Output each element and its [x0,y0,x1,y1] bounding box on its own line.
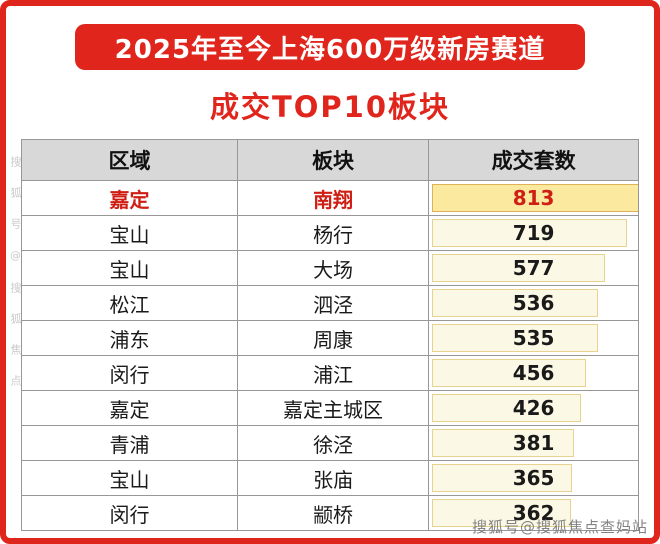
table-row: 嘉定 嘉定主城区 426 [21,390,639,426]
count-bar [432,359,587,387]
region-cell: 松江 [21,285,238,321]
plate-cell: 杨行 [236,215,430,251]
count-value: 536 [512,291,555,315]
count-value: 426 [512,396,555,420]
plate-cell: 徐泾 [236,425,430,461]
count-bar [432,324,599,352]
count-value: 365 [512,466,555,490]
header-plate: 板块 [236,139,430,181]
plate-cell: 大场 [236,250,430,286]
plate-cell: 周康 [236,320,430,356]
banner-title: 2025年至今上海600万级新房赛道 [114,34,546,65]
count-value: 535 [512,326,555,350]
page-title: 成交TOP10板块 [209,90,451,124]
region-cell: 嘉定 [21,180,238,216]
plate-cell: 泗泾 [236,285,430,321]
region-cell: 宝山 [21,250,238,286]
count-bar [432,464,572,492]
plate-cell: 颛桥 [236,495,430,531]
table-row: 嘉定 南翔 813 [21,180,639,216]
plate-cell: 张庙 [236,460,430,496]
count-cell: 381 [428,425,639,461]
table-row: 宝山 张庙 365 [21,460,639,496]
count-value: 813 [512,186,555,210]
header-region: 区域 [21,139,238,181]
count-value: 577 [512,256,555,280]
count-value: 381 [512,431,555,455]
table-row: 闵行 浦江 456 [21,355,639,391]
count-cell: 456 [428,355,639,391]
count-value: 719 [512,221,555,245]
count-cell: 426 [428,390,639,426]
count-cell: 535 [428,320,639,356]
count-bar [432,219,627,247]
count-bar [432,254,605,282]
count-bar [432,289,599,317]
region-cell: 宝山 [21,460,238,496]
count-cell: 577 [428,250,639,286]
table-row: 宝山 大场 577 [21,250,639,286]
count-bar [432,394,582,422]
count-value: 362 [512,501,555,525]
count-cell: 536 [428,285,639,321]
count-cell: 719 [428,215,639,251]
count-cell: 813 [428,180,639,216]
plate-cell: 嘉定主城区 [236,390,430,426]
count-value: 456 [512,361,555,385]
count-bar [432,499,572,527]
table-header: 区域 板块 成交套数 [21,139,639,181]
table-row: 青浦 徐泾 381 [21,425,639,461]
region-cell: 浦东 [21,320,238,356]
table-row: 闵行 颛桥 362 [21,495,639,531]
table-header-row: 区域 板块 成交套数 [21,139,639,181]
plate-cell: 浦江 [236,355,430,391]
count-bar [432,429,575,457]
region-cell: 青浦 [21,425,238,461]
region-cell: 宝山 [21,215,238,251]
table-body: 嘉定 南翔 813 宝山 杨行 719 宝山 大场 577 松江 泗泾 536 浦东 周康 535 闵行 浦江 4… [21,180,639,531]
banner: 2025年至今上海600万级新房赛道 [75,24,585,70]
bottom-watermark: 搜狐号@搜狐焦点查妈站 [471,518,648,536]
region-cell: 嘉定 [21,390,238,426]
top10-table: 区域 板块 成交套数 嘉定 南翔 813 宝山 杨行 719 宝山 大场 577 松江 泗泾 536 浦… [21,139,639,531]
plate-cell: 南翔 [236,180,430,216]
table-row: 松江 泗泾 536 [21,285,639,321]
table-row: 浦东 周康 535 [21,320,639,356]
region-cell: 闵行 [21,495,238,531]
header-count: 成交套数 [428,139,639,181]
count-bar [432,184,638,212]
count-cell: 365 [428,460,639,496]
table-row: 宝山 杨行 719 [21,215,639,251]
region-cell: 闵行 [21,355,238,391]
count-cell: 362 [428,495,639,531]
